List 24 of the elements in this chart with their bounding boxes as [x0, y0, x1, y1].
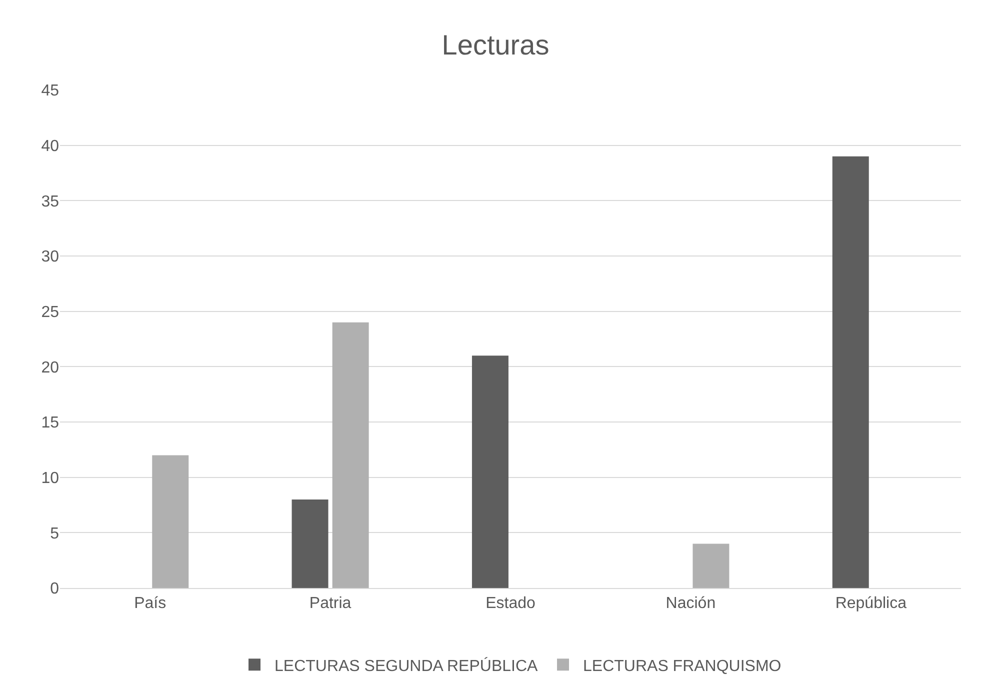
x-tick-label: País: [134, 595, 166, 612]
bar: [472, 356, 508, 588]
bar: [832, 156, 869, 588]
bar: [152, 455, 189, 588]
legend-label: LECTURAS FRANQUISMO: [583, 658, 782, 675]
y-tick-label: 35: [41, 193, 60, 210]
y-tick-label: 10: [41, 470, 60, 487]
y-tick-label: 25: [41, 304, 60, 321]
legend-label: LECTURAS SEGUNDA REPÚBLICA: [274, 656, 538, 675]
y-tick-label: 0: [50, 580, 60, 598]
y-tick-label: 30: [41, 248, 60, 266]
y-tick-label: 5: [50, 525, 60, 542]
y-tick-label: 45: [41, 82, 60, 100]
bar: [292, 499, 328, 588]
x-tick-label: Estado: [486, 595, 536, 612]
y-tick-label: 40: [41, 138, 60, 155]
bar: [332, 322, 369, 588]
y-tick-label: 20: [41, 359, 60, 376]
x-tick-label: Nación: [666, 595, 716, 612]
chart-title: Lecturas: [442, 30, 550, 60]
bar: [692, 544, 730, 588]
y-tick-label: 15: [41, 414, 60, 432]
x-tick-label: Patria: [309, 595, 352, 612]
x-tick-label: República: [835, 595, 907, 612]
